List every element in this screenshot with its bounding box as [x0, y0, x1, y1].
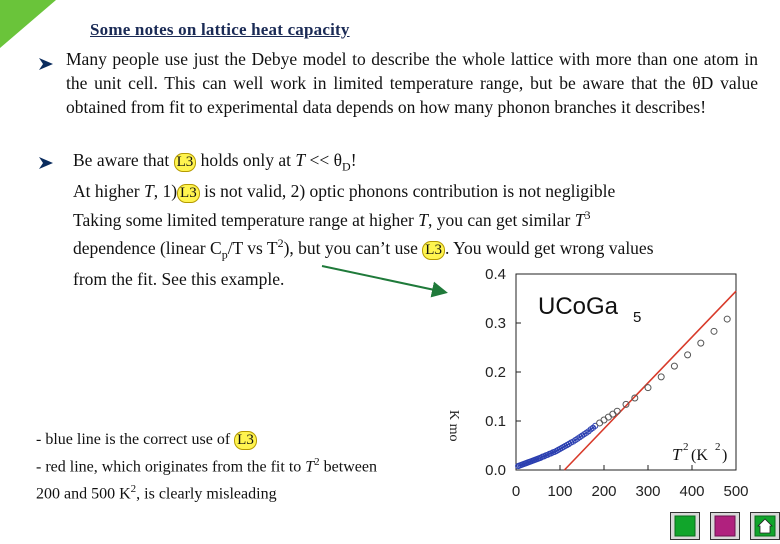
data-point	[697, 339, 705, 347]
next-button[interactable]	[710, 512, 740, 540]
x-tick-label: 0	[512, 483, 520, 500]
y-tick-label: 0.2	[485, 364, 506, 381]
prev-icon	[674, 515, 696, 537]
ref-badge-l3: L3	[234, 431, 257, 450]
next-icon	[714, 515, 736, 537]
y-tick-label: 0.3	[485, 315, 506, 332]
y-tick-label: 0.1	[485, 413, 506, 430]
data-point	[723, 315, 731, 323]
data-point	[631, 394, 639, 402]
home-button[interactable]	[750, 512, 780, 540]
data-point	[684, 351, 692, 359]
data-point	[596, 419, 604, 427]
x-tick-label: 200	[591, 483, 616, 500]
data-point	[670, 362, 678, 370]
data-point	[613, 407, 621, 415]
chart-title: UCoGa	[538, 293, 619, 320]
x-axis-unit-close: )	[722, 447, 727, 464]
y-axis-label: K mo	[446, 410, 461, 442]
ref-badge-l3: L3	[422, 241, 445, 261]
data-point	[609, 410, 617, 418]
chart-title-subscript: 5	[633, 309, 641, 326]
bullet-arrow-icon	[39, 58, 53, 70]
x-axis-unit: (K	[691, 447, 708, 464]
data-point	[600, 416, 608, 424]
y-tick-label: 0.4	[485, 266, 506, 283]
ref-badge-l3: L3	[177, 183, 200, 203]
data-point	[604, 413, 612, 421]
x-tick-label: 300	[635, 483, 660, 500]
x-axis-label-sup: 2	[683, 441, 689, 453]
data-point	[622, 400, 630, 408]
y-tick-label: 0.0	[485, 462, 506, 479]
chart-ucoga5: 0.0 0.1 0.2 0.3 0.4 0 100 200 300 400 500 K mo UCoGa…	[446, 266, 749, 500]
paragraph-debye-model: Many people use just the Debye model to …	[66, 49, 758, 117]
prev-button[interactable]	[670, 512, 700, 540]
ref-badge-l3: L3	[173, 153, 197, 172]
data-point	[710, 327, 718, 335]
data-point	[657, 373, 665, 381]
page-title: Some notes on lattice heat capacity	[90, 20, 350, 39]
bullet-arrow-icon	[39, 157, 53, 169]
x-tick-label: 500	[723, 483, 748, 500]
fit-line-red	[563, 290, 737, 471]
x-tick-label: 400	[679, 483, 704, 500]
x-axis-unit-sup: 2	[715, 441, 721, 453]
data-point	[644, 384, 652, 392]
x-tick-label: 100	[547, 483, 572, 500]
corner-decoration	[0, 0, 56, 48]
paragraph-l3-validity: Be aware that L3 holds only at T << θD! …	[73, 150, 654, 289]
note-text: - blue line is the correct use of L3 - r…	[36, 431, 377, 503]
home-icon	[754, 515, 776, 537]
x-axis-label: T	[672, 445, 683, 464]
